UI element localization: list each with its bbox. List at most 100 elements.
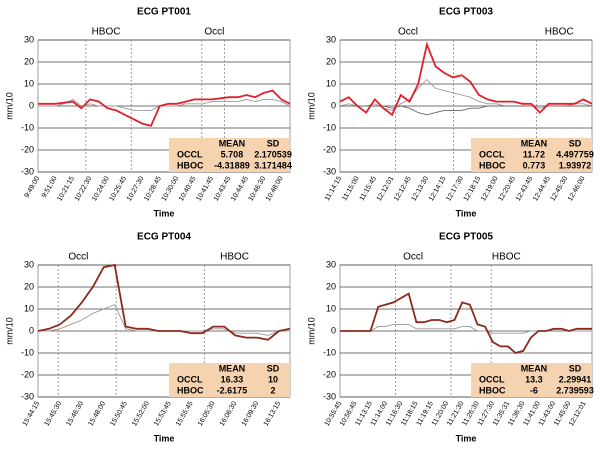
- annotation: Occl: [398, 27, 418, 38]
- y-tick-label: 0: [331, 325, 336, 335]
- y-tick-label: 10: [24, 303, 34, 313]
- table-cell: OCCL: [177, 374, 203, 384]
- annotation: HBOC: [545, 27, 574, 38]
- table-cell: OCCL: [479, 149, 505, 159]
- x-tick-label: 15:46:30: [65, 400, 85, 427]
- y-tick-label: -10: [323, 122, 336, 132]
- y-tick-label: 20: [24, 56, 34, 66]
- annotation: HBOC: [92, 27, 121, 38]
- annotation: Occl: [204, 27, 224, 38]
- x-tick-label: 15:53:45: [153, 400, 173, 427]
- table-cell: 1.93972: [559, 160, 592, 170]
- chart-title: ECG PT004: [137, 232, 191, 243]
- y-tick-label: -20: [323, 369, 336, 379]
- x-axis-label: Time: [154, 433, 175, 443]
- y-tick-label: -30: [323, 166, 336, 176]
- x-tick-label: 16:13:15: [263, 400, 283, 427]
- table-cell: -2.6175: [217, 385, 248, 395]
- table-cell: 2.170539: [254, 149, 292, 159]
- y-tick-label: -30: [21, 166, 34, 176]
- table-header: MEAN: [219, 138, 246, 148]
- annotation: HBOC: [220, 252, 249, 263]
- y-tick-label: -30: [21, 391, 34, 401]
- annotation: HBOC: [492, 252, 521, 263]
- x-axis-label: Time: [456, 208, 477, 218]
- x-tick-label: 16:05:30: [197, 400, 217, 427]
- series-line: [38, 89, 291, 127]
- y-tick-label: 0: [29, 100, 34, 110]
- table-header: SD: [569, 138, 582, 148]
- table-cell: -4.31889: [214, 160, 250, 170]
- y-axis-label: mm/10: [4, 92, 14, 120]
- y-tick-label: -10: [21, 122, 34, 132]
- y-tick-label: -20: [323, 144, 336, 154]
- y-tick-label: -20: [21, 369, 34, 379]
- y-tick-label: 0: [331, 100, 336, 110]
- y-tick-label: 30: [326, 34, 336, 44]
- x-tick-label: 15:44:15: [22, 400, 42, 427]
- x-tick-label: 15:48:00: [87, 400, 107, 427]
- annotation: Occl: [68, 252, 88, 263]
- y-tick-label: 10: [24, 78, 34, 88]
- x-axis-label: Time: [456, 433, 477, 443]
- y-tick-label: 20: [24, 281, 34, 291]
- table-header: SD: [569, 363, 582, 373]
- y-tick-label: 30: [24, 259, 34, 269]
- table-cell: 11.72: [523, 149, 545, 159]
- series-line: [38, 98, 291, 111]
- table-cell: HBOC: [177, 385, 204, 395]
- series-line: [339, 41, 593, 117]
- chart-title: ECG PT005: [439, 232, 493, 243]
- x-tick-label: 16:06:30: [219, 400, 239, 427]
- y-tick-label: 10: [326, 303, 336, 313]
- y-tick-label: 20: [326, 281, 336, 291]
- table-header: MEAN: [521, 363, 548, 373]
- stats-table: [471, 363, 592, 397]
- table-cell: OCCL: [479, 374, 505, 384]
- table-cell: HBOC: [479, 160, 506, 170]
- x-tick-label: 15:50:45: [109, 400, 129, 427]
- y-tick-label: -10: [323, 347, 336, 357]
- table-cell: 10: [268, 374, 278, 384]
- table-cell: HBOC: [479, 385, 506, 395]
- table-cell: 2: [271, 385, 276, 395]
- table-cell: 16.33: [221, 374, 244, 384]
- x-tick-label: 15:52:00: [131, 400, 151, 427]
- table-cell: 3.171484: [254, 160, 292, 170]
- x-axis-label: Time: [154, 208, 175, 218]
- chart-title: ECG PT001: [137, 7, 191, 18]
- y-tick-label: 0: [29, 325, 34, 335]
- annotation: Occl: [403, 252, 423, 263]
- x-tick-label: 15:45:30: [44, 400, 64, 427]
- table-header: SD: [267, 138, 280, 148]
- x-tick-label: 10:48:00: [265, 175, 285, 202]
- y-tick-label: -20: [21, 144, 34, 154]
- y-axis-label: mm/10: [306, 92, 316, 120]
- table-cell: 5.708: [221, 149, 244, 159]
- x-tick-label: 12:46:00: [567, 175, 587, 202]
- y-axis-label: mm/10: [306, 317, 316, 345]
- table-cell: 13.3: [525, 374, 543, 384]
- series-line: [340, 292, 592, 354]
- x-tick-label: 9:49:00: [24, 175, 42, 199]
- y-tick-label: 30: [24, 34, 34, 44]
- table-header: SD: [267, 363, 280, 373]
- table-cell: 2.739593: [556, 385, 594, 395]
- table-cell: -6: [530, 385, 538, 395]
- y-tick-label: -10: [21, 347, 34, 357]
- y-tick-label: 10: [326, 78, 336, 88]
- series-line: [37, 263, 291, 341]
- chart-title: ECG PT003: [439, 7, 493, 18]
- y-tick-label: 30: [326, 259, 336, 269]
- x-tick-label: 16:09:30: [241, 400, 261, 427]
- stats-table: [169, 363, 290, 397]
- table-cell: 2.29941: [559, 374, 592, 384]
- x-tick-label: 9:51:00: [41, 175, 59, 199]
- stats-table: [169, 138, 290, 172]
- y-tick-label: 20: [326, 56, 336, 66]
- y-tick-label: -30: [323, 391, 336, 401]
- x-tick-label: 15:55:45: [175, 400, 195, 427]
- table-header: MEAN: [521, 138, 548, 148]
- table-cell: OCCL: [177, 149, 203, 159]
